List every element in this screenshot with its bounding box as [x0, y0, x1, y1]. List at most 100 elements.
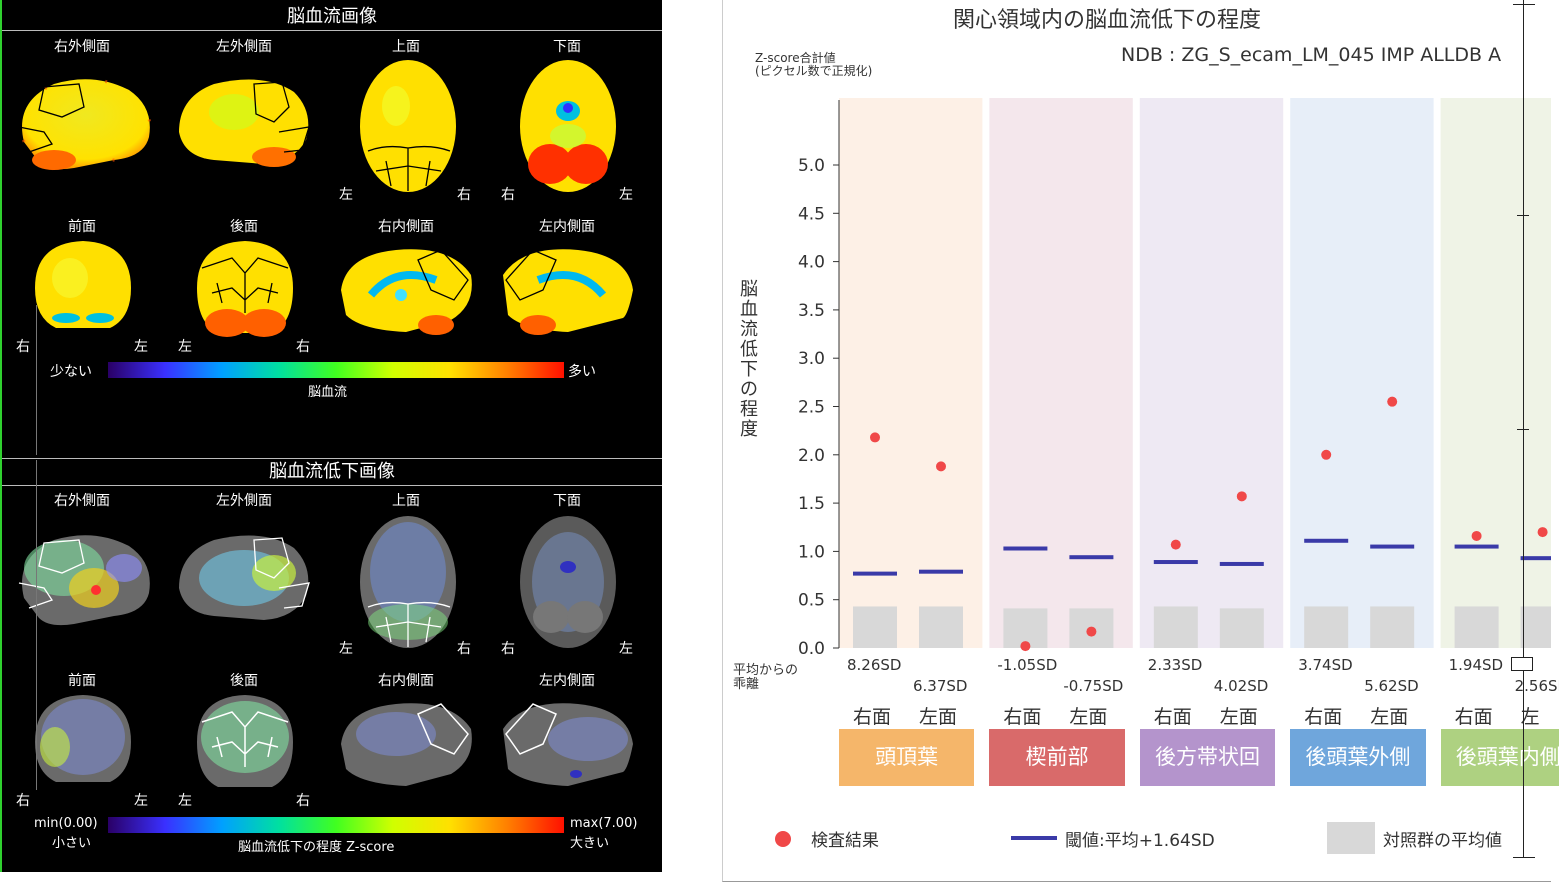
result-point: [1387, 396, 1398, 407]
result-point: [936, 461, 946, 472]
threshold-line: [1153, 560, 1198, 565]
side-label-anterior-left: 左: [134, 339, 148, 355]
side-label-inferior-right: 右: [501, 187, 515, 203]
legend-result-marker: [775, 831, 791, 847]
distance-header-line2: 乖離: [733, 677, 760, 692]
side-label: 右面: [1454, 706, 1493, 728]
y-tick-label: 5.0: [798, 156, 825, 176]
legend-threshold-label: 閾値:平均+1.64SD: [1065, 831, 1215, 851]
scrollbar-tick: [1517, 429, 1529, 430]
brain-zscore-left-lateral: [179, 535, 310, 620]
y-tick-label: 1.0: [798, 542, 825, 562]
brain-perfusion-right-medial: [341, 249, 472, 335]
scrollbar-thumb[interactable]: [1511, 657, 1533, 671]
threshold-line: [853, 571, 897, 576]
distance-value: -1.05SD: [997, 656, 1058, 674]
y-tick-label: 2.5: [798, 398, 825, 418]
side-label-inferior-right-2: 右: [501, 641, 515, 657]
threshold-line: [919, 569, 963, 574]
brain-perfusion-right-lateral: [18, 77, 152, 171]
y-tick-label: 0.0: [798, 639, 825, 659]
side-label: 右面: [1304, 706, 1343, 728]
control-bar: [1454, 606, 1499, 648]
view-label-left-medial-2: 左内側面: [539, 673, 595, 689]
hypoperfusion-section-title: 脳血流低下画像: [2, 458, 662, 486]
y-subtitle-line2: (ピクセル数で正規化): [755, 64, 873, 78]
side-label-superior-left: 左: [339, 187, 353, 203]
y-axis-label: 脳血流低下の程度: [740, 279, 758, 440]
y-tick-label: 1.5: [798, 494, 825, 514]
brain-perfusion-left-medial: [503, 249, 633, 335]
control-bar: [919, 606, 963, 648]
colorbar1-caption: 脳血流: [308, 385, 348, 400]
view-label-posterior-2: 後面: [230, 673, 258, 689]
colorbar2-min-value: min(0.00): [34, 816, 98, 831]
view-label-left-lateral-2: 左外側面: [216, 493, 272, 509]
distance-value: 2.56SD: [1514, 677, 1559, 695]
control-bar: [1153, 606, 1198, 648]
control-bar: [1304, 606, 1349, 648]
view-label-left-lateral: 左外側面: [216, 39, 272, 55]
result-point: [1236, 491, 1247, 502]
result-point: [1537, 527, 1548, 538]
distance-value: 5.62SD: [1364, 677, 1419, 695]
legend-result-label: 検査結果: [811, 831, 879, 851]
roi-chart-svg: 0.0 0.5 1.0 1.5 2.0 2.5 3.0 3.5 4.0 4.5 5.0: [798, 98, 1551, 659]
view-label-posterior: 後面: [230, 219, 258, 235]
legend-threshold-marker: [1011, 836, 1057, 840]
result-point: [1170, 539, 1181, 550]
side-label: 右面: [853, 706, 892, 728]
side-label-posterior-right: 右: [296, 339, 310, 355]
region-label: 楔前部: [989, 729, 1125, 786]
brain-perfusion-left-lateral: [179, 79, 310, 167]
result-point: [1020, 641, 1031, 652]
region-label: 後方帯状回: [1139, 729, 1276, 786]
side-label: 右面: [1003, 706, 1042, 728]
view-label-inferior: 下面: [553, 39, 581, 55]
region-background: [839, 98, 983, 648]
threshold-line: [1219, 561, 1264, 566]
side-label: 左面: [1219, 706, 1258, 728]
brain-perfusion-superior: [360, 60, 456, 192]
perfusion-section-title: 脳血流画像: [2, 4, 662, 31]
side-label-superior-right: 右: [457, 187, 471, 203]
legend-control-label: 対照群の平均値: [1383, 831, 1502, 851]
result-point: [1086, 626, 1097, 637]
view-label-anterior-2: 前面: [68, 673, 96, 689]
side-label-posterior-left: 左: [178, 339, 192, 355]
ndb-label: NDB : ZG_S_ecam_LM_045 IMP ALLDB A: [1121, 44, 1502, 66]
side-label: 左面: [919, 706, 958, 728]
y-subtitle-line1: Z-score合計値: [755, 51, 836, 65]
brain-images-panel: 脳血流画像 右外側面 左外側面 上面 下面 左 右 右 左 前面 後面 右内側面…: [0, 0, 662, 872]
threshold-line: [1304, 538, 1349, 543]
side-label: 左面: [1069, 706, 1108, 728]
view-label-superior: 上面: [392, 39, 420, 55]
legend-control-marker: [1327, 822, 1375, 854]
view-label-right-lateral-2: 右外側面: [54, 493, 110, 509]
y-tick-label: 3.0: [798, 349, 825, 369]
control-bar: [1520, 606, 1551, 648]
side-label: 右面: [1153, 706, 1192, 728]
side-label: 左面: [1370, 706, 1409, 728]
control-bar: [1370, 606, 1415, 648]
colorbar-perfusion: [108, 362, 564, 378]
view-label-right-medial-2: 右内側面: [378, 673, 434, 689]
colorbar2-max-label: 大きい: [570, 836, 610, 851]
scrollbar-tick: [1517, 215, 1529, 216]
y-tick-label: 0.5: [798, 591, 825, 611]
brain-perfusion-anterior: [35, 241, 131, 328]
distance-header: 平均からの 乖離: [733, 664, 798, 692]
distance-value: 1.94SD: [1448, 656, 1504, 674]
colorbar2-max-value: max(7.00): [570, 816, 638, 831]
distance-value: -0.75SD: [1063, 677, 1124, 695]
brain-zscore-inferior: [520, 516, 616, 648]
colorbar2-min-label: 小さい: [52, 836, 92, 851]
distance-value: 2.33SD: [1147, 656, 1203, 674]
side-label-anterior-left-2: 左: [134, 793, 148, 809]
control-bar: [853, 606, 897, 648]
brain-zscore-anterior: [35, 695, 131, 782]
threshold-line: [1003, 546, 1048, 551]
brain-zscore-left-medial: [503, 703, 633, 786]
y-tick-label: 4.5: [798, 204, 825, 224]
view-label-anterior: 前面: [68, 219, 96, 235]
